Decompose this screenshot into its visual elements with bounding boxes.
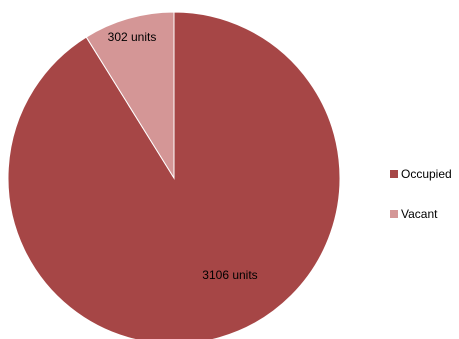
data-label-occupied: 3106 units [202, 268, 257, 282]
legend: Occupied Vacant [390, 166, 452, 246]
legend-item-occupied: Occupied [390, 166, 452, 182]
pie-slice-occupied [7, 11, 341, 339]
legend-label-occupied: Occupied [401, 167, 452, 181]
data-label-vacant: 302 units [108, 30, 157, 44]
legend-swatch-vacant [390, 210, 398, 218]
legend-swatch-occupied [390, 170, 398, 178]
legend-label-vacant: Vacant [401, 207, 438, 221]
pie-slice-vacant [85, 11, 175, 180]
legend-item-vacant: Vacant [390, 206, 452, 222]
